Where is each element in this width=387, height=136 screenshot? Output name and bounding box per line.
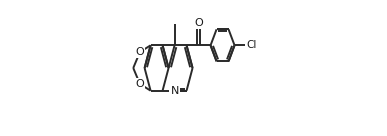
Text: O: O (135, 47, 144, 57)
Text: O: O (194, 18, 203, 28)
Text: Cl: Cl (246, 40, 256, 50)
Text: N: N (170, 86, 179, 96)
Text: O: O (135, 79, 144, 89)
